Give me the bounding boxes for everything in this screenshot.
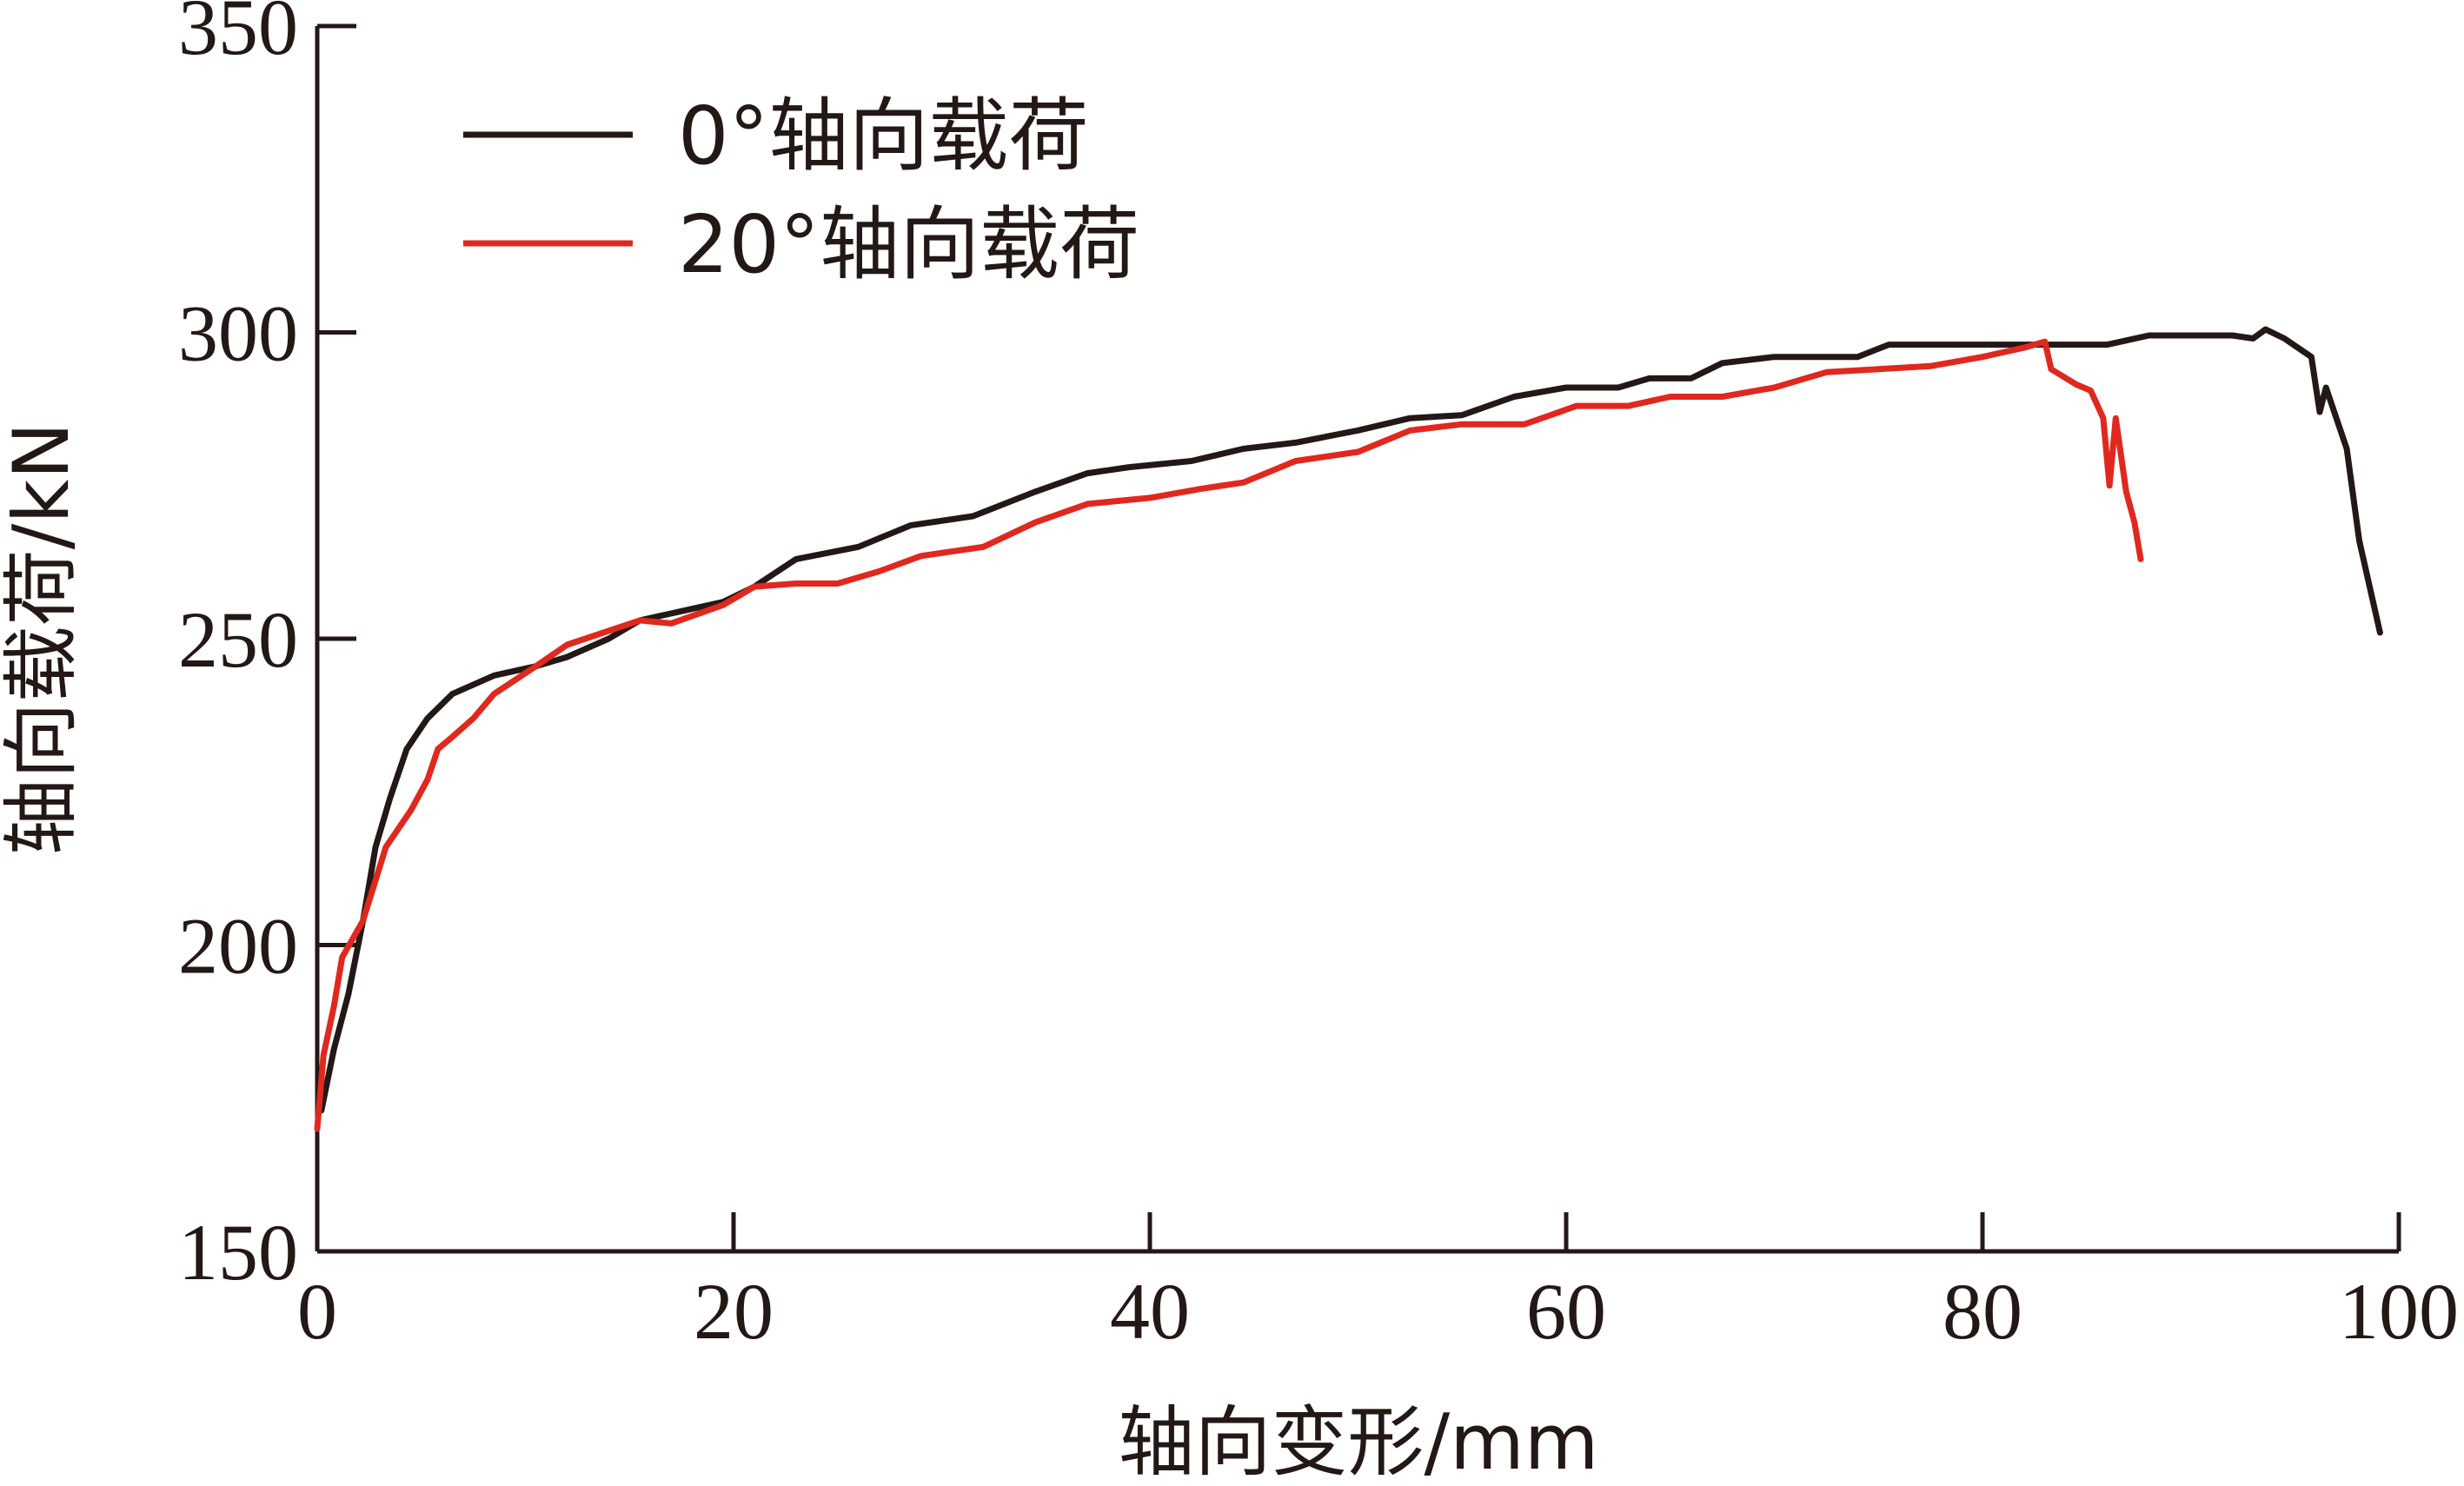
series-line-0	[318, 326, 2383, 1114]
x-tick-label: 100	[2339, 1267, 2459, 1356]
y-tick-label: 350	[178, 0, 298, 71]
x-tick-label: 60	[1526, 1267, 1606, 1356]
x-tick-label: 40	[1110, 1267, 1190, 1356]
legend: 0°轴向载荷 20°轴向载荷	[463, 90, 1139, 291]
y-tick-label: 300	[178, 289, 298, 378]
legend-label-20deg: 20°轴向载荷	[678, 198, 1139, 291]
series-group	[314, 326, 2383, 1132]
series-line-1	[314, 338, 2144, 1132]
x-axis-title: 轴向变形/mm	[1118, 1397, 1598, 1486]
ticks: 0 20 40 60 80 100 150 200 250 300 350	[178, 0, 2459, 1356]
legend-label-0deg: 0°轴向载荷	[678, 90, 1089, 182]
y-tick-label: 250	[178, 595, 298, 684]
y-tick-label: 200	[178, 902, 298, 991]
x-tick-label: 80	[1943, 1267, 2022, 1356]
x-tick-label: 20	[694, 1267, 774, 1356]
axes	[315, 26, 2399, 1254]
y-axis-title: 轴向载荷/kN	[0, 422, 86, 855]
x-tick-label: 0	[297, 1267, 337, 1356]
y-tick-label: 150	[178, 1208, 298, 1297]
